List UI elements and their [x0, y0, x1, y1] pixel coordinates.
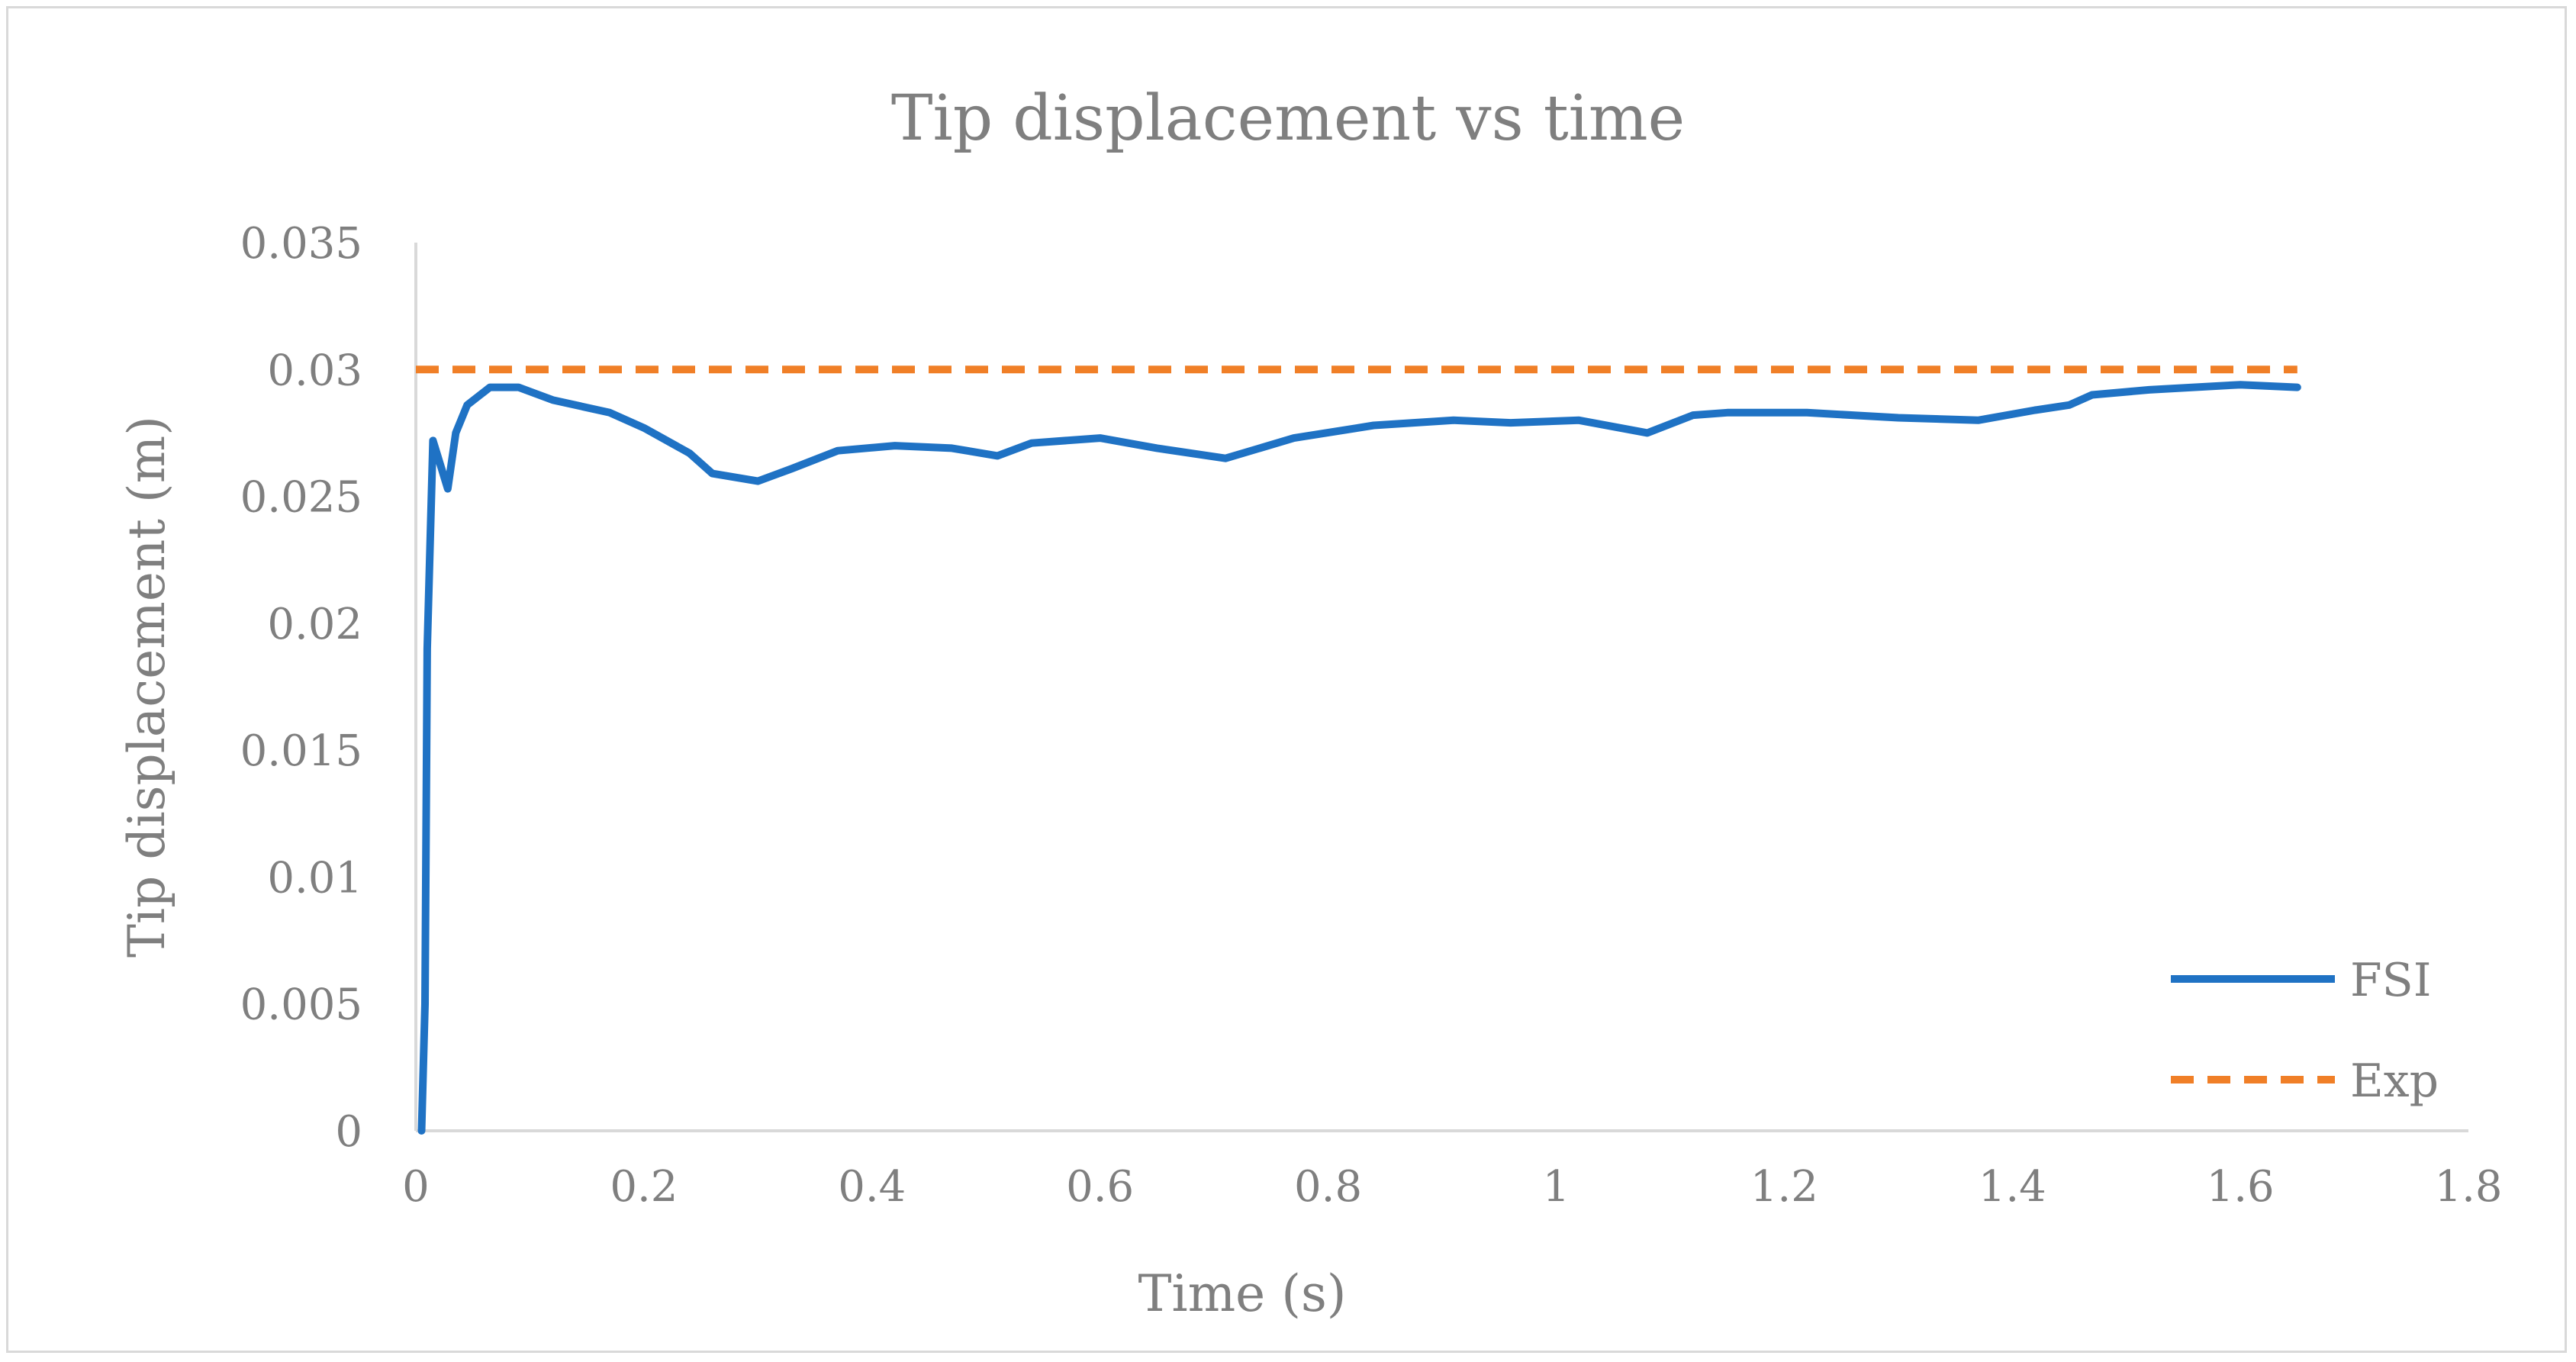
x-tick-label: 0.6 [1066, 1162, 1134, 1212]
chart-frame [6, 6, 2567, 1353]
y-axis-title: Tip displacement (m) [118, 416, 176, 958]
y-tick-label: 0.02 [267, 600, 362, 649]
x-tick-label: 0.2 [610, 1162, 678, 1212]
series-line-fsi [417, 381, 2301, 1135]
x-tick-labels: 0 0.2 0.4 0.6 0.8 1 1.2 1.4 1.6 1.8 [402, 1162, 2502, 1212]
y-tick-label: 0.025 [240, 473, 362, 523]
x-tick-label: 0 [402, 1162, 430, 1212]
legend-label-fsi: FSI [2350, 954, 2431, 1007]
y-tick-label: 0.035 [240, 219, 362, 269]
x-tick-label: 0.4 [838, 1162, 906, 1212]
x-tick-label: 1.8 [2434, 1162, 2502, 1212]
legend: FSI Exp [2171, 954, 2439, 1108]
x-tick-label: 0.8 [1294, 1162, 1362, 1212]
y-tick-labels: 0 0.005 0.01 0.015 0.02 0.025 0.03 0.035 [240, 219, 362, 1157]
x-tick-label: 1.6 [2207, 1162, 2275, 1212]
y-tick-label: 0.01 [267, 853, 362, 903]
legend-label-exp: Exp [2350, 1055, 2439, 1108]
y-tick-label: 0.03 [267, 346, 362, 395]
y-tick-label: 0 [335, 1107, 362, 1157]
y-tick-label: 0.015 [240, 726, 362, 776]
x-axis-title: Time (s) [1138, 1264, 1346, 1323]
series-layer [416, 365, 2301, 1135]
x-tick-label: 1 [1543, 1162, 1570, 1212]
y-tick-label: 0.005 [240, 980, 362, 1030]
chart-title: Tip displacement vs time [891, 82, 1685, 155]
x-tick-label: 1.4 [1979, 1162, 2046, 1212]
x-tick-label: 1.2 [1750, 1162, 1818, 1212]
